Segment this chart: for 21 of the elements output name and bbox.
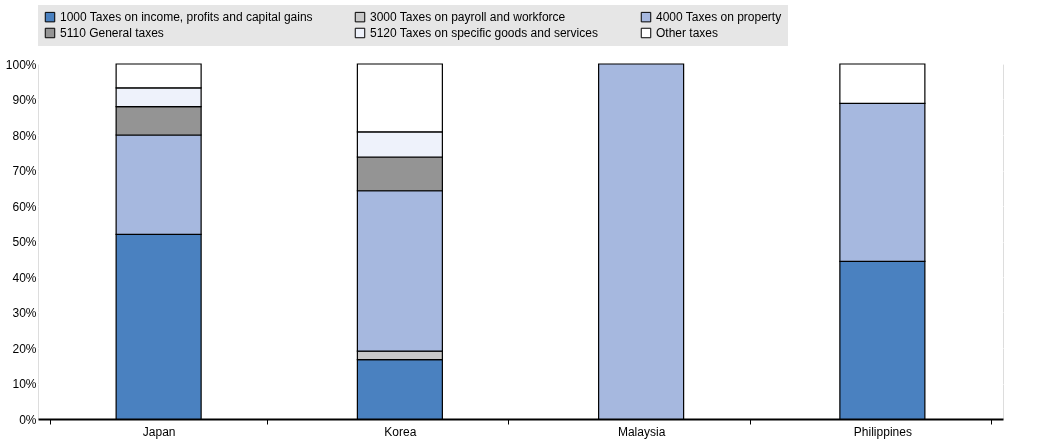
x-tick-label: Japan [142, 424, 176, 439]
x-tick-label: Korea [384, 424, 417, 439]
y-tick-label: 20% [12, 341, 37, 356]
x-tick-label: Philippines [853, 424, 912, 439]
legend-label: 5120 Taxes on specific goods and services [370, 26, 598, 40]
y-tick-label: 90% [12, 93, 37, 107]
y-tick-label: 100% [5, 57, 37, 72]
y-tick-label: 0% [19, 412, 37, 427]
y-tick-label: 70% [12, 164, 37, 178]
x-tick-label: Malaysia [617, 424, 666, 439]
y-tick-label: 80% [12, 128, 37, 143]
legend-label: 3000 Taxes on payroll and workforce [370, 10, 566, 25]
y-tick-label: 10% [12, 377, 37, 391]
legend-label: 5110 General taxes [60, 26, 164, 40]
y-tick-label: 60% [12, 199, 37, 214]
legend-label: 4000 Taxes on property [656, 10, 782, 25]
legend-label: Other taxes [656, 26, 719, 40]
y-tick-label: 30% [12, 306, 37, 320]
legend-label: 1000 Taxes on income, profits and capital gains [60, 10, 313, 25]
y-tick-label: 50% [12, 235, 37, 249]
y-tick-label: 40% [12, 270, 37, 285]
